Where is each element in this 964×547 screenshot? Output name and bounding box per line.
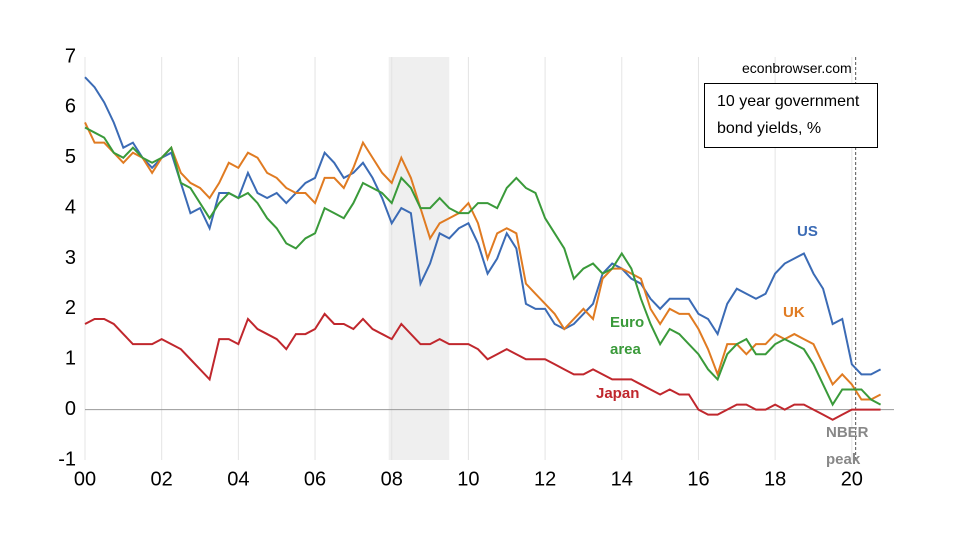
x-tick-label: 20 [841, 468, 863, 490]
recession-band [388, 57, 450, 460]
series-line [84, 76, 882, 376]
x-tick-label: 06 [304, 468, 326, 490]
x-tick-label: 00 [74, 468, 96, 490]
y-tick-label: 1 [65, 348, 76, 370]
source: econbrowser.com [742, 60, 852, 76]
series-line [84, 312, 881, 421]
y-tick-label: 3 [65, 247, 76, 269]
x-tick-label: 02 [151, 468, 173, 490]
y-tick-label: -1 [58, 448, 76, 470]
x-tick-label: 04 [227, 468, 249, 490]
annotation: NBER peak [826, 424, 869, 468]
series-label: Euro area [610, 314, 645, 358]
chart-title: 10 year government bond yields, % [704, 83, 878, 148]
y-tick-label: 5 [65, 146, 76, 168]
series-line [84, 122, 882, 401]
series-label: Japan [596, 385, 640, 402]
series-line [84, 126, 882, 407]
y-tick-label: 6 [65, 96, 76, 118]
x-tick-label: 18 [764, 468, 786, 490]
y-tick-label: 4 [65, 196, 76, 218]
x-tick-label: 14 [611, 468, 633, 490]
x-tick-label: 10 [457, 468, 479, 490]
series-label: UK [783, 304, 805, 321]
x-tick-label: 12 [534, 468, 556, 490]
series-label: US [797, 223, 818, 240]
y-tick-label: 2 [65, 297, 76, 319]
x-tick-label: 08 [381, 468, 403, 490]
y-tick-label: 0 [65, 398, 76, 420]
y-tick-label: 7 [65, 45, 76, 67]
x-tick-label: 16 [687, 468, 709, 490]
